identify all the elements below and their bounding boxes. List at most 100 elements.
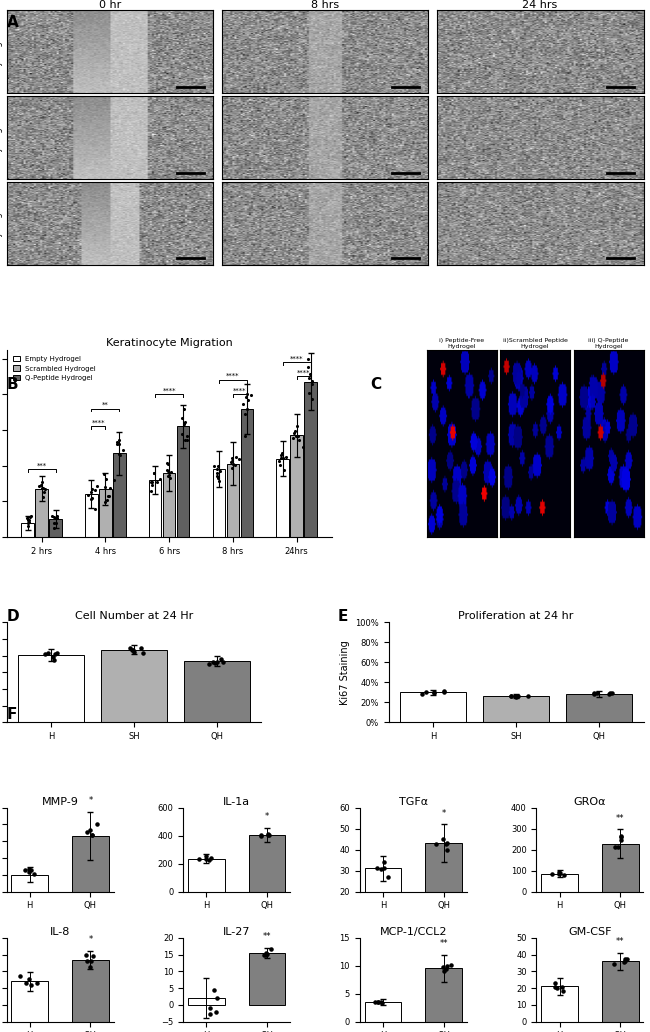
Point bbox=[259, 946, 269, 963]
Bar bbox=[113, 453, 125, 537]
Point bbox=[261, 946, 271, 963]
Point bbox=[148, 477, 158, 493]
Point bbox=[554, 865, 565, 881]
Point bbox=[49, 652, 59, 669]
Point bbox=[442, 842, 452, 859]
Point bbox=[240, 427, 250, 444]
Text: *: * bbox=[441, 809, 446, 817]
Point bbox=[104, 487, 114, 504]
Point bbox=[99, 465, 109, 482]
Bar bbox=[35, 489, 48, 537]
Point bbox=[36, 474, 47, 490]
Title: MMP-9: MMP-9 bbox=[42, 797, 79, 807]
Point bbox=[24, 864, 34, 880]
Point bbox=[255, 828, 266, 844]
Bar bbox=[18, 654, 85, 722]
Point bbox=[266, 941, 276, 958]
Bar bbox=[365, 1002, 401, 1022]
Point bbox=[23, 512, 34, 528]
Point bbox=[166, 463, 176, 480]
Point bbox=[99, 493, 110, 510]
Point bbox=[610, 839, 620, 856]
Bar bbox=[291, 436, 303, 537]
Point bbox=[51, 514, 62, 530]
Point bbox=[371, 860, 382, 876]
Point bbox=[619, 953, 630, 969]
Point bbox=[23, 970, 34, 987]
Point bbox=[176, 426, 187, 443]
Point bbox=[105, 480, 115, 496]
Text: **: ** bbox=[102, 401, 109, 408]
Point bbox=[287, 430, 298, 447]
Point bbox=[88, 948, 98, 965]
Point bbox=[242, 386, 252, 402]
Point bbox=[51, 510, 62, 526]
Point bbox=[26, 862, 36, 878]
Point bbox=[211, 990, 222, 1006]
Point bbox=[218, 653, 228, 670]
Text: **: ** bbox=[439, 939, 448, 947]
Bar bbox=[566, 694, 632, 722]
Point bbox=[38, 480, 48, 496]
Point bbox=[127, 642, 138, 658]
Point bbox=[439, 682, 449, 699]
Title: 24 hrs: 24 hrs bbox=[523, 0, 558, 9]
Bar bbox=[400, 692, 467, 722]
Point bbox=[129, 644, 139, 660]
Point bbox=[238, 395, 248, 412]
Point bbox=[214, 462, 225, 479]
Point bbox=[146, 474, 156, 490]
Point bbox=[304, 385, 315, 401]
Point bbox=[90, 501, 101, 517]
Point bbox=[241, 388, 252, 405]
Point bbox=[378, 860, 389, 876]
Point bbox=[82, 825, 92, 841]
Point bbox=[209, 982, 219, 999]
Point bbox=[147, 474, 157, 490]
Point bbox=[212, 654, 222, 671]
Point bbox=[49, 515, 59, 531]
Point bbox=[23, 515, 34, 531]
Point bbox=[430, 836, 441, 852]
Point bbox=[164, 470, 175, 486]
Point bbox=[234, 451, 244, 467]
Point bbox=[138, 645, 148, 662]
Point bbox=[86, 827, 97, 843]
Point bbox=[226, 450, 237, 466]
Bar bbox=[227, 463, 239, 537]
Point bbox=[243, 392, 254, 409]
Point bbox=[292, 418, 303, 434]
Point bbox=[52, 644, 62, 660]
Point bbox=[86, 491, 96, 508]
Point bbox=[289, 423, 300, 440]
Y-axis label: Ki67 Staining: Ki67 Staining bbox=[340, 640, 350, 705]
Point bbox=[99, 479, 110, 495]
Bar bbox=[21, 523, 34, 537]
Point bbox=[194, 850, 204, 867]
Y-axis label: Scrambled
Peptide
Hydrogel: Scrambled Peptide Hydrogel bbox=[0, 115, 3, 160]
Point bbox=[263, 828, 274, 844]
Point bbox=[307, 373, 318, 389]
Point bbox=[36, 477, 46, 493]
Text: C: C bbox=[370, 377, 382, 392]
Point bbox=[149, 464, 159, 481]
Bar bbox=[72, 836, 109, 892]
Point bbox=[81, 953, 92, 969]
Bar bbox=[541, 987, 578, 1022]
Point bbox=[85, 953, 96, 969]
Point bbox=[213, 470, 223, 486]
Point bbox=[376, 994, 386, 1010]
Title: GM-CSF: GM-CSF bbox=[568, 927, 612, 937]
Point bbox=[103, 488, 114, 505]
Point bbox=[214, 473, 224, 489]
Point bbox=[439, 963, 449, 979]
Point bbox=[240, 406, 250, 422]
Title: IL-27: IL-27 bbox=[223, 927, 250, 937]
Point bbox=[81, 947, 91, 964]
Point bbox=[506, 688, 516, 705]
Point bbox=[263, 826, 273, 842]
Point bbox=[209, 458, 220, 475]
Text: A: A bbox=[6, 15, 18, 31]
Point bbox=[26, 508, 36, 524]
Point bbox=[621, 950, 632, 967]
